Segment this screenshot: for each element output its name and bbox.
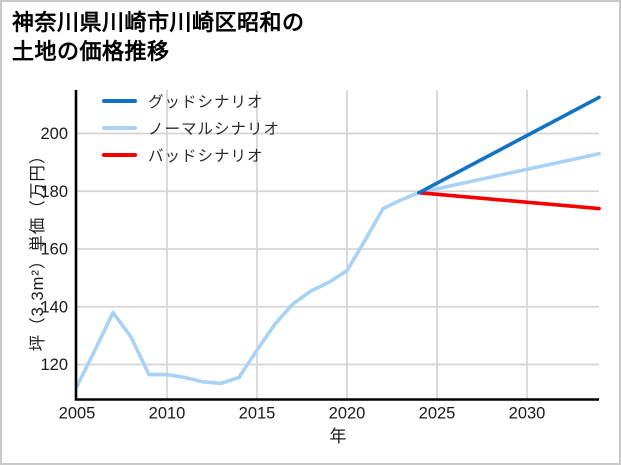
y-tick-label: 160 [40,241,68,259]
legend-item-2: ノーマルシナリオ [102,119,281,138]
chart-title-line1: 神奈川県川崎市川崎区昭和の [12,10,305,35]
x-tick-label: 2010 [149,405,186,423]
axis-spines [74,90,599,401]
x-axis-label: 年 [329,427,347,446]
series-line-1 [417,95,601,195]
chart-title: 神奈川県川崎市川崎区昭和の 土地の価格推移 [12,8,305,66]
chart-title-line2: 土地の価格推移 [12,39,170,65]
legend-item-1: グッドシナリオ [102,92,280,111]
legend-label: バッドシナリオ [148,148,264,165]
y-tick-label: 140 [40,298,68,316]
x-tick-label: 2025 [419,405,456,423]
legend-swatch-icon [102,126,137,130]
y-tick-label: 120 [40,356,68,374]
y-tick-label: 180 [40,183,68,201]
legend-swatch-icon [102,99,137,103]
legend-item-3: バッドシナリオ [102,146,280,165]
x-tick-label: 2005 [59,405,96,423]
chart-legend: グッドシナリオ ノーマルシナリオ バッドシナリオ [102,92,281,165]
series-line-2 [75,151,601,388]
x-tick-label: 2030 [509,405,546,423]
y-tick-label: 200 [40,125,68,143]
series-line-3 [417,190,601,211]
x-tick-label: 2020 [329,405,366,423]
legend-label: グッドシナリオ [148,94,264,111]
legend-swatch-icon [102,153,137,157]
legend-label: ノーマルシナリオ [148,121,281,138]
x-tick-label: 2015 [239,405,276,423]
